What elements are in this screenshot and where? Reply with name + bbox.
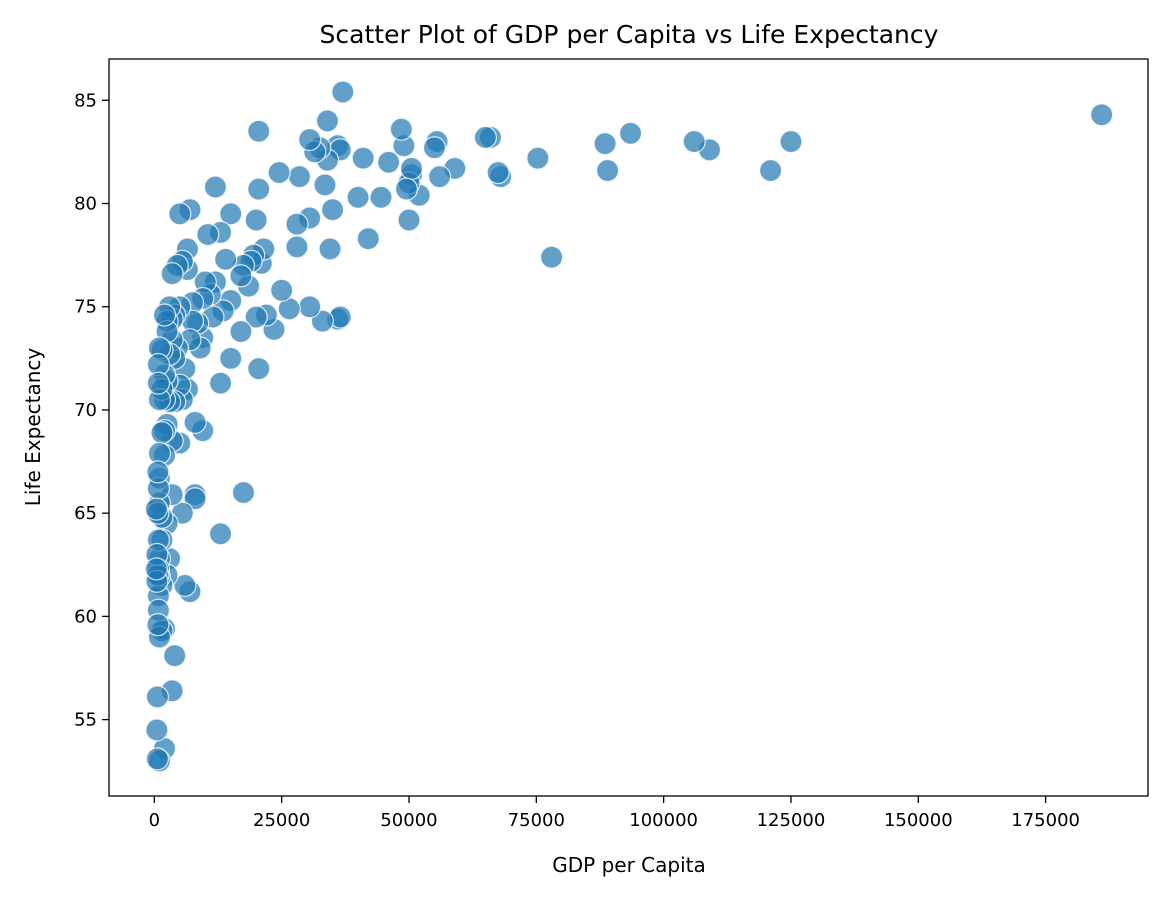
scatter-point [596, 158, 620, 183]
scatter-point [285, 212, 309, 236]
scatter-point [526, 146, 550, 170]
scatter-point [214, 247, 238, 271]
scatter-point [203, 175, 228, 199]
scatter-point [231, 480, 256, 505]
scatter-point [593, 132, 617, 156]
y-tick-label: 55 [74, 710, 97, 731]
y-tick-label: 70 [74, 400, 97, 421]
scatter-point [285, 235, 309, 259]
scatter-point [287, 165, 312, 189]
y-tick-label: 80 [74, 194, 97, 215]
scatter-point [369, 185, 393, 209]
scatter-point [356, 227, 380, 251]
scatter-point [346, 185, 370, 209]
x-tick-label: 0 [149, 810, 160, 831]
y-tick-label: 60 [74, 606, 97, 627]
scatter-point [244, 305, 268, 329]
x-tick-label: 50000 [380, 810, 437, 831]
scatter-point [160, 262, 184, 286]
scatter-point [150, 421, 174, 445]
scatter-point [313, 173, 337, 197]
scatter-point [399, 156, 424, 181]
scatter-point [315, 109, 340, 133]
scatter-point [486, 160, 510, 185]
scatter-point [152, 303, 177, 327]
scatter-point [427, 165, 452, 189]
x-axis: 0 25000 50000 75000 100000 125000 150000 175000 [149, 796, 1080, 831]
scatter-point [168, 202, 192, 226]
x-tick-label: 75000 [508, 810, 565, 831]
y-axis: 55 60 65 70 75 80 85 [74, 90, 109, 731]
scatter-point [1090, 103, 1114, 127]
x-axis-label: GDP per Capita [552, 853, 705, 877]
scatter-point [145, 685, 169, 709]
scatter-point [146, 460, 170, 484]
scatter-point [146, 613, 170, 637]
scatter-point [389, 117, 413, 141]
scatter-point [267, 160, 291, 185]
x-tick-label: 175000 [1011, 810, 1080, 831]
scatter-point [196, 222, 220, 247]
scatter-point [219, 202, 243, 226]
scatter-point [618, 121, 643, 145]
scatter-point [146, 371, 171, 395]
x-tick-label: 25000 [253, 810, 310, 831]
scatter-point [473, 125, 497, 150]
scatter-point [163, 644, 187, 668]
scatter-point [318, 237, 342, 261]
scatter-point [183, 410, 207, 434]
scatter-point [229, 264, 253, 288]
x-tick-label: 150000 [884, 810, 953, 831]
scatter-point [208, 522, 233, 546]
scatter-point [298, 295, 322, 319]
y-tick-label: 85 [74, 90, 97, 111]
scatter-point [247, 177, 271, 201]
y-tick-label: 75 [74, 297, 97, 318]
scatter-point [270, 278, 294, 302]
scatter-point [144, 557, 168, 581]
scatter-point [331, 80, 355, 104]
scatter-point [394, 177, 419, 201]
y-axis-label: Life Expectancy [21, 348, 45, 507]
scatter-point [208, 371, 233, 395]
scatter-point [397, 208, 421, 232]
scatter-point [145, 718, 169, 742]
scatter-point [320, 198, 345, 222]
scatter-point [779, 129, 803, 154]
scatter-point [682, 129, 706, 154]
scatter-point [219, 346, 243, 370]
scatter-point [539, 245, 564, 269]
scatter-point [247, 119, 271, 143]
chart-title: Scatter Plot of GDP per Capita vs Life E… [320, 20, 939, 49]
scatter-point [247, 357, 271, 381]
plot-frame [108, 58, 1149, 797]
x-tick-label: 100000 [629, 810, 698, 831]
scatter-point [351, 146, 375, 170]
data-points [144, 80, 1114, 773]
scatter-point [422, 136, 447, 160]
scatter-point [244, 208, 268, 232]
scatter-point [144, 497, 168, 521]
x-tick-label: 125000 [757, 810, 826, 831]
scatter-point [173, 573, 197, 598]
y-tick-label: 65 [74, 503, 97, 524]
scatter-point [758, 158, 783, 183]
scatter-point [145, 747, 169, 771]
scatter-point [229, 319, 253, 344]
scatter-point [298, 127, 322, 152]
scatter-point [377, 150, 401, 174]
